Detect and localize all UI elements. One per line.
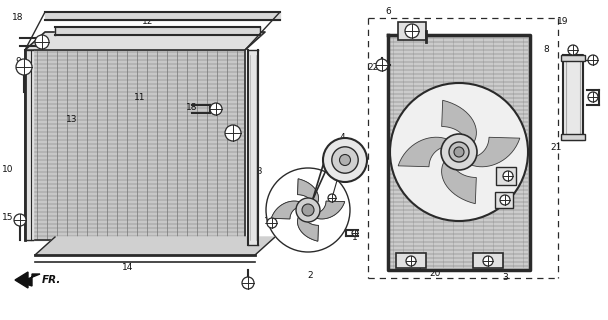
Polygon shape <box>473 253 503 268</box>
Text: 13: 13 <box>252 167 264 177</box>
Circle shape <box>406 256 416 266</box>
Polygon shape <box>311 201 345 219</box>
Text: 18: 18 <box>12 13 24 22</box>
Polygon shape <box>297 179 319 207</box>
Text: 4: 4 <box>339 133 345 142</box>
Text: 14: 14 <box>122 263 134 273</box>
Text: 7: 7 <box>489 175 495 185</box>
Polygon shape <box>25 50 33 240</box>
Text: 2: 2 <box>307 271 313 281</box>
Polygon shape <box>563 55 583 140</box>
Circle shape <box>302 204 314 216</box>
Polygon shape <box>388 35 530 270</box>
Polygon shape <box>271 201 305 219</box>
Circle shape <box>267 218 277 228</box>
Circle shape <box>266 168 350 252</box>
Circle shape <box>405 24 419 38</box>
Circle shape <box>339 155 350 165</box>
Text: 3: 3 <box>502 273 508 282</box>
Polygon shape <box>15 272 28 288</box>
Polygon shape <box>35 237 275 255</box>
Polygon shape <box>398 22 426 40</box>
Circle shape <box>390 83 528 221</box>
Text: 8: 8 <box>543 45 549 54</box>
Text: 18: 18 <box>186 102 198 111</box>
Polygon shape <box>561 134 585 140</box>
Text: 16: 16 <box>264 218 276 227</box>
Circle shape <box>376 59 388 71</box>
Circle shape <box>296 198 320 222</box>
Circle shape <box>16 59 32 75</box>
Text: 1: 1 <box>352 234 358 243</box>
Circle shape <box>210 103 222 115</box>
Text: 19: 19 <box>558 18 568 27</box>
Circle shape <box>588 92 598 102</box>
Polygon shape <box>311 201 345 219</box>
Circle shape <box>332 147 358 173</box>
Text: 6: 6 <box>385 7 391 17</box>
Text: 10: 10 <box>2 165 14 174</box>
Circle shape <box>14 214 26 226</box>
Text: 20: 20 <box>485 194 496 203</box>
Text: 9: 9 <box>225 127 231 137</box>
Text: 5: 5 <box>415 266 421 275</box>
Text: 11: 11 <box>134 92 146 101</box>
Circle shape <box>500 195 510 205</box>
Polygon shape <box>248 50 258 245</box>
Polygon shape <box>396 253 426 268</box>
Polygon shape <box>297 213 319 241</box>
Polygon shape <box>398 137 454 167</box>
Circle shape <box>323 138 367 182</box>
Text: FR.: FR. <box>42 275 61 285</box>
Text: 15: 15 <box>242 281 254 290</box>
Polygon shape <box>55 27 260 35</box>
Polygon shape <box>297 213 319 241</box>
Polygon shape <box>496 167 516 185</box>
Circle shape <box>242 277 254 289</box>
Polygon shape <box>25 50 245 240</box>
Text: 9: 9 <box>15 58 21 67</box>
Text: 22: 22 <box>367 63 379 73</box>
Polygon shape <box>271 201 305 219</box>
Text: 21: 21 <box>550 143 562 153</box>
Text: 17: 17 <box>309 196 321 204</box>
Circle shape <box>35 35 49 49</box>
Polygon shape <box>441 100 477 148</box>
Text: 15: 15 <box>2 213 14 222</box>
Circle shape <box>503 171 513 181</box>
Circle shape <box>352 230 358 236</box>
Polygon shape <box>45 12 280 20</box>
Circle shape <box>568 45 578 55</box>
Text: 12: 12 <box>142 18 154 27</box>
Polygon shape <box>495 192 513 208</box>
Polygon shape <box>25 32 265 50</box>
Circle shape <box>328 194 336 202</box>
Polygon shape <box>20 274 40 286</box>
Circle shape <box>225 125 241 141</box>
Circle shape <box>483 256 493 266</box>
Polygon shape <box>441 156 476 204</box>
Polygon shape <box>561 55 585 61</box>
Polygon shape <box>465 137 520 167</box>
Circle shape <box>454 147 464 157</box>
Circle shape <box>588 55 598 65</box>
Circle shape <box>449 142 469 162</box>
Text: 13: 13 <box>66 116 78 124</box>
Text: 20: 20 <box>429 268 441 277</box>
Circle shape <box>441 134 477 170</box>
Polygon shape <box>297 179 319 207</box>
